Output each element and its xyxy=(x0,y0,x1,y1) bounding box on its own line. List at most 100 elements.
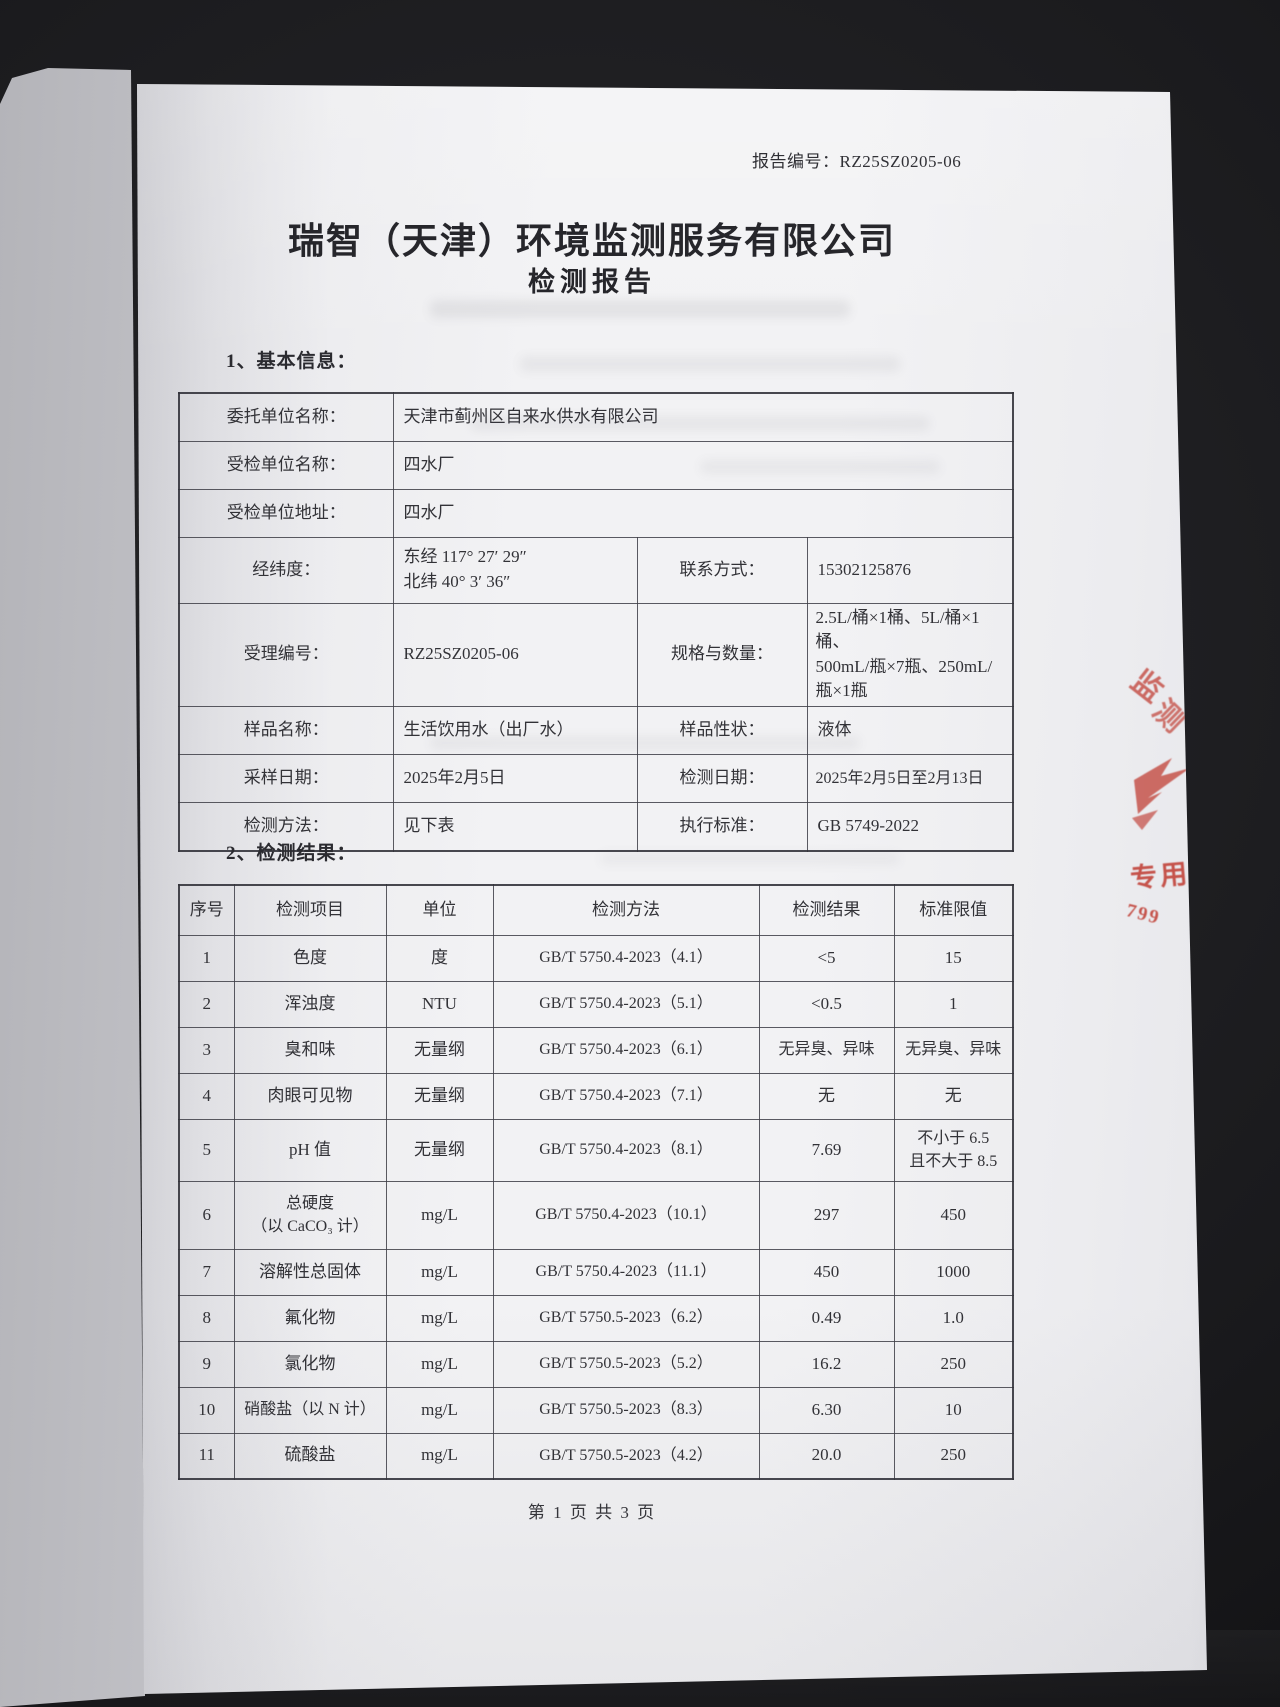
seq-cell: 9 xyxy=(178,1340,235,1388)
item-cell: 色度 xyxy=(233,934,387,982)
label-cell: 检测方法： xyxy=(178,802,394,852)
item-cell: 硝酸盐（以 N 计） xyxy=(233,1386,387,1434)
table-row: 检测方法： 见下表 执行标准： GB 5749-2022 xyxy=(178,802,1014,852)
table-row: 经纬度： 东经 117° 27′ 29″ 北纬 40° 3′ 36″ 联系方式：… xyxy=(178,536,1014,604)
seq-cell: 7 xyxy=(178,1248,235,1296)
table-row: 6 总硬度 （以 CaCO₃ 计） mg/L GB/T 5750.4-2023（… xyxy=(178,1180,1014,1250)
unit-cell: 无量纲 xyxy=(385,1072,494,1120)
unit-cell: mg/L xyxy=(385,1432,494,1480)
method-cell: GB/T 5750.5-2023（6.2） xyxy=(492,1294,760,1342)
result-cell: 无 xyxy=(758,1072,895,1120)
result-cell: 20.0 xyxy=(758,1432,895,1480)
section-results-heading: 2、检测结果： xyxy=(226,843,357,864)
value-cell: 15302125876 xyxy=(806,536,1014,604)
result-cell: 无异臭、异味 xyxy=(758,1026,895,1074)
label-cell: 经纬度： xyxy=(178,536,394,604)
seq-cell: 11 xyxy=(178,1432,235,1480)
limit-cell: 250 xyxy=(893,1432,1014,1480)
unit-cell: mg/L xyxy=(385,1180,494,1250)
label-cell: 执行标准： xyxy=(636,802,808,852)
limit-cell: 无 xyxy=(893,1072,1014,1120)
header-cell: 标准限值 xyxy=(893,884,1014,936)
method-cell: GB/T 5750.5-2023（4.2） xyxy=(492,1432,760,1480)
bleed-through-smudge xyxy=(700,460,940,474)
red-seal-partial: 监 测 专用 799 xyxy=(1124,648,1207,948)
stamp-text: 专用 xyxy=(1129,858,1192,894)
value-cell: RZ25SZ0205-06 xyxy=(392,602,638,708)
result-cell: 16.2 xyxy=(758,1340,895,1388)
method-cell: GB/T 5750.4-2023（5.1） xyxy=(492,980,760,1028)
table-row: 样品名称： 生活饮用水（出厂水） 样品性状： 液体 xyxy=(178,706,1014,756)
bleed-through-smudge xyxy=(470,416,930,431)
value-cell: 见下表 xyxy=(392,802,638,852)
method-cell: GB/T 5750.4-2023（4.1） xyxy=(492,934,760,982)
seq-cell: 8 xyxy=(178,1294,235,1342)
table-row: 7 溶解性总固体 mg/L GB/T 5750.4-2023（11.1） 450… xyxy=(178,1248,1014,1296)
unit-cell: mg/L xyxy=(385,1248,494,1296)
bleed-through-smudge xyxy=(430,300,850,318)
table-row: 采样日期： 2025年2月5日 检测日期： 2025年2月5日至2月13日 xyxy=(178,754,1014,804)
seq-cell: 1 xyxy=(178,934,235,982)
limit-cell: 450 xyxy=(893,1180,1014,1250)
value-cell: 2025年2月5日 xyxy=(392,754,638,804)
item-cell: 肉眼可见物 xyxy=(233,1072,387,1120)
label-cell: 联系方式： xyxy=(636,536,808,604)
method-cell: GB/T 5750.5-2023（8.3） xyxy=(492,1386,760,1434)
header-cell: 检测方法 xyxy=(492,884,760,936)
method-cell: GB/T 5750.5-2023（5.2） xyxy=(492,1340,760,1388)
page-number-footer: 第 1 页 共 3 页 xyxy=(527,1503,657,1522)
limit-cell: 无异臭、异味 xyxy=(893,1026,1014,1074)
label-cell: 委托单位名称： xyxy=(178,392,394,442)
header-cell: 单位 xyxy=(385,884,494,936)
value-cell: 天津市蓟州区自来水供水有限公司 xyxy=(392,392,1014,442)
table-row: 3 臭和味 无量纲 GB/T 5750.4-2023（6.1） 无异臭、异味 无… xyxy=(178,1026,1014,1074)
result-cell: 7.69 xyxy=(758,1118,895,1182)
bleed-through-smudge xyxy=(600,852,900,865)
report-number-value: RZ25SZ0205-06 xyxy=(839,152,962,171)
item-cell: 氯化物 xyxy=(233,1340,387,1388)
result-cell: <0.5 xyxy=(758,980,895,1028)
method-cell: GB/T 5750.4-2023（6.1） xyxy=(492,1026,760,1074)
limit-cell: 不小于 6.5 且不大于 8.5 xyxy=(893,1118,1014,1182)
label-cell: 采样日期： xyxy=(178,754,394,804)
table-row: 5 pH 值 无量纲 GB/T 5750.4-2023（8.1） 7.69 不小… xyxy=(178,1118,1014,1182)
value-cell: 生活饮用水（出厂水） xyxy=(392,706,638,756)
unit-cell: 无量纲 xyxy=(385,1118,494,1182)
method-cell: GB/T 5750.4-2023（8.1） xyxy=(492,1118,760,1182)
value-cell: 东经 117° 27′ 29″ 北纬 40° 3′ 36″ xyxy=(392,536,638,604)
table-row: 9 氯化物 mg/L GB/T 5750.5-2023（5.2） 16.2 25… xyxy=(178,1340,1014,1388)
unit-cell: 无量纲 xyxy=(385,1026,494,1074)
table-row: 10 硝酸盐（以 N 计） mg/L GB/T 5750.5-2023（8.3）… xyxy=(178,1386,1014,1434)
result-cell: 450 xyxy=(758,1248,895,1296)
item-cell: 硫酸盐 xyxy=(233,1432,387,1480)
label-cell: 规格与数量： xyxy=(636,602,808,708)
item-cell: 溶解性总固体 xyxy=(233,1248,387,1296)
label-cell: 受理编号： xyxy=(178,602,394,708)
table-row: 4 肉眼可见物 无量纲 GB/T 5750.4-2023（7.1） 无 无 xyxy=(178,1072,1014,1120)
unit-cell: NTU xyxy=(385,980,494,1028)
limit-cell: 1000 xyxy=(893,1248,1014,1296)
limit-cell: 10 xyxy=(893,1386,1014,1434)
label-cell: 样品性状： xyxy=(636,706,808,756)
unit-cell: mg/L xyxy=(385,1294,494,1342)
table-row: 8 氟化物 mg/L GB/T 5750.5-2023（6.2） 0.49 1.… xyxy=(178,1294,1014,1342)
seq-cell: 3 xyxy=(178,1026,235,1074)
result-cell: <5 xyxy=(758,934,895,982)
label-cell: 样品名称： xyxy=(178,706,394,756)
table-row: 委托单位名称： 天津市蓟州区自来水供水有限公司 xyxy=(178,392,1014,442)
item-cell: 臭和味 xyxy=(233,1026,387,1074)
seq-cell: 5 xyxy=(178,1118,235,1182)
result-cell: 297 xyxy=(758,1180,895,1250)
seq-cell: 10 xyxy=(178,1386,235,1434)
section-basic-info-heading: 1、基本信息： xyxy=(226,351,357,372)
item-cell: 浑浊度 xyxy=(233,980,387,1028)
header-cell: 序号 xyxy=(178,884,235,936)
header-cell: 检测结果 xyxy=(758,884,895,936)
item-cell: 总硬度 （以 CaCO₃ 计） xyxy=(233,1180,387,1250)
item-cell: 氟化物 xyxy=(233,1294,387,1342)
results-header-row: 序号 检测项目 单位 检测方法 检测结果 标准限值 xyxy=(178,884,1014,936)
stamp-logo-icon xyxy=(1132,758,1190,830)
